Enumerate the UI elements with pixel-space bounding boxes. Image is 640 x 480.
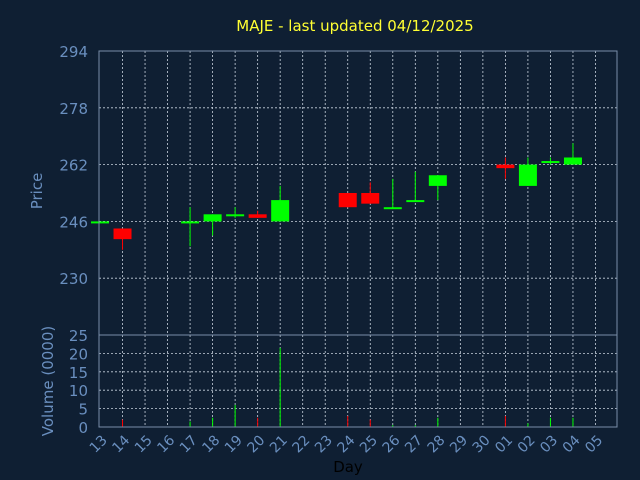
candle-body bbox=[113, 228, 132, 240]
candle-body bbox=[338, 193, 357, 208]
x-tick-label: 30 bbox=[470, 432, 494, 456]
x-tick-label: 20 bbox=[244, 432, 268, 456]
x-tick-label: 24 bbox=[335, 432, 359, 456]
volume-grid bbox=[99, 335, 617, 427]
x-tick-label: 26 bbox=[380, 432, 404, 456]
price-frame bbox=[98, 50, 618, 336]
price-panel: 294 278 262 246 230 bbox=[59, 43, 618, 336]
candle-body bbox=[496, 164, 515, 169]
candle-body bbox=[563, 157, 582, 165]
candle-body bbox=[518, 164, 537, 186]
volume-tick-label: 25 bbox=[69, 327, 88, 345]
x-tick-label: 15 bbox=[132, 432, 156, 456]
x-axis-label: Day bbox=[333, 458, 363, 476]
x-tick-label: 27 bbox=[402, 432, 426, 456]
x-tick-label: 23 bbox=[312, 432, 336, 456]
candle-body bbox=[181, 221, 200, 224]
volume-tick-label: 15 bbox=[69, 364, 88, 382]
candle-body bbox=[361, 193, 380, 204]
x-tick-label: 25 bbox=[357, 432, 381, 456]
x-tick-label: 29 bbox=[447, 432, 471, 456]
candle-body bbox=[91, 221, 109, 224]
x-tick-label: 01 bbox=[492, 432, 516, 456]
candle-body bbox=[406, 200, 425, 203]
price-tick-label: 246 bbox=[59, 213, 88, 231]
volume-frame bbox=[98, 334, 618, 428]
x-tick-label: 04 bbox=[560, 432, 584, 456]
x-tick-label: 03 bbox=[537, 432, 561, 456]
price-tick-label: 294 bbox=[59, 43, 88, 61]
candle-body bbox=[203, 214, 222, 222]
volume-tick-label: 10 bbox=[69, 382, 88, 400]
x-tick-label: 13 bbox=[87, 432, 111, 456]
candle-body bbox=[541, 161, 560, 164]
x-tick-label: 16 bbox=[154, 432, 178, 456]
x-tick-label: 05 bbox=[582, 432, 606, 456]
x-tick-label: 18 bbox=[199, 432, 223, 456]
volume-bars bbox=[122, 347, 574, 427]
x-tick-label: 14 bbox=[109, 432, 133, 456]
x-tick-label: 02 bbox=[515, 432, 539, 456]
x-tick-label: 22 bbox=[290, 432, 314, 456]
candle-body bbox=[248, 214, 267, 218]
volume-axis-label: Volume (0000) bbox=[39, 326, 57, 436]
candles bbox=[91, 143, 582, 250]
volume-tick-label: 20 bbox=[69, 345, 88, 363]
price-tick-label: 278 bbox=[59, 100, 88, 118]
x-tick-label: 21 bbox=[267, 432, 291, 456]
x-tick-label: 17 bbox=[177, 432, 201, 456]
volume-tick-label: 5 bbox=[78, 401, 88, 419]
price-tick-label: 262 bbox=[59, 157, 88, 175]
candle-body bbox=[383, 207, 402, 210]
chart-title: MAJE - last updated 04/12/2025 bbox=[236, 17, 473, 35]
price-tick-label: 230 bbox=[59, 270, 88, 288]
price-axis-label: Price bbox=[28, 173, 46, 210]
candle-body bbox=[428, 175, 447, 186]
candle-body bbox=[271, 200, 290, 222]
candle-body bbox=[226, 214, 245, 217]
price-axis: 294 278 262 246 230 bbox=[59, 43, 88, 288]
volume-tick-label: 0 bbox=[78, 419, 88, 437]
x-axis: 1314151617181920212223242526272829300102… bbox=[87, 432, 606, 456]
price-grid bbox=[99, 51, 617, 335]
x-tick-label: 19 bbox=[222, 432, 246, 456]
x-tick-label: 28 bbox=[425, 432, 449, 456]
